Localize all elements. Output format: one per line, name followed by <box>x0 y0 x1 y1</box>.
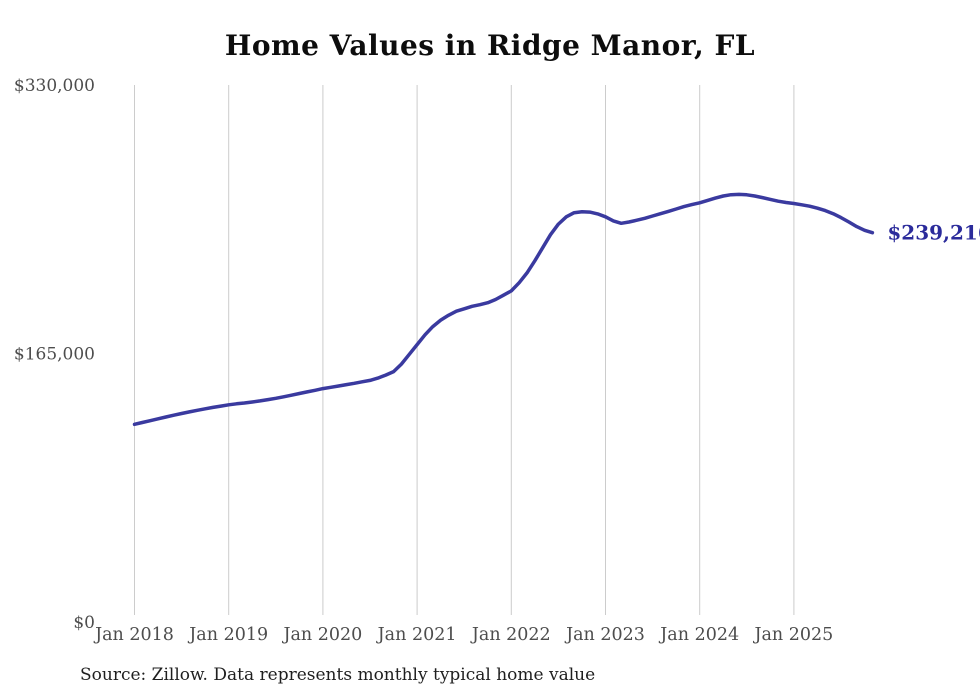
chart-title: Home Values in Ridge Manor, FL <box>224 29 756 62</box>
home-value-line <box>132 192 875 427</box>
latest-value-label: $239,216 <box>887 221 980 245</box>
x-axis-tick-labels: Jan 2018 Jan 2019 Jan 2020 Jan 2021 Jan 2022… <box>93 625 833 645</box>
y-axis-tick-labels: $0 $165,000 $330,000 <box>14 76 95 633</box>
y-tick-label: $165,000 <box>14 345 95 365</box>
x-tick-label: Jan 2020 <box>281 625 362 645</box>
x-tick-label: Jan 2021 <box>376 625 457 645</box>
x-tick-label: Jan 2019 <box>187 625 268 645</box>
y-tick-label: $0 <box>73 613 95 633</box>
source-note: Source: Zillow. Data represents monthly … <box>80 665 596 685</box>
y-tick-label: $330,000 <box>14 76 95 96</box>
x-tick-label: Jan 2024 <box>658 625 739 645</box>
x-tick-label: Jan 2022 <box>470 625 551 645</box>
x-tick-label: Jan 2023 <box>564 625 645 645</box>
gridlines <box>134 85 795 615</box>
x-tick-label: Jan 2018 <box>93 625 174 645</box>
x-tick-label: Jan 2025 <box>752 625 833 645</box>
